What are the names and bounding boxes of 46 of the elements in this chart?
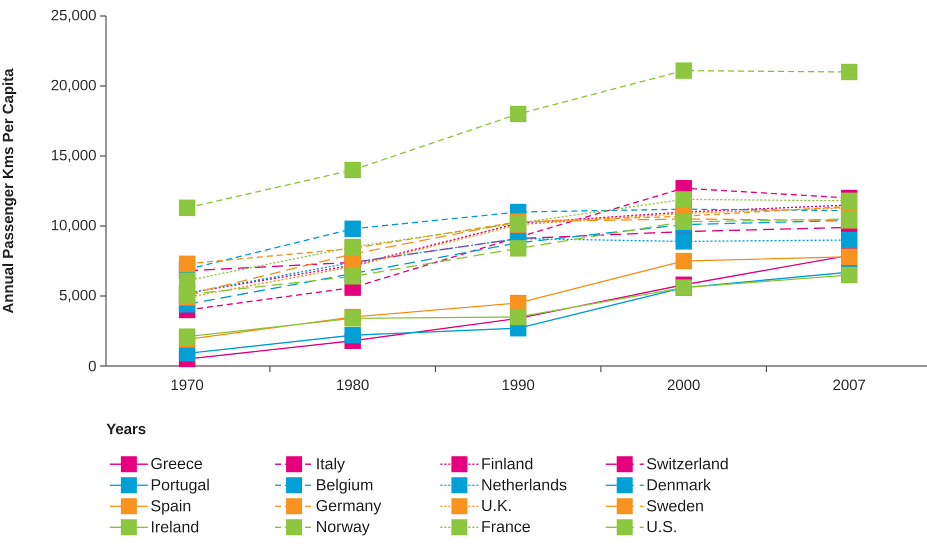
x-tick-label: 1980 (337, 380, 369, 390)
point (344, 327, 361, 344)
y-axis-title: Annual Passenger Kms Per Capita (2, 68, 16, 314)
legend-label: Belgium (317, 478, 372, 494)
point (344, 220, 361, 237)
legend-label: Portugal (152, 478, 209, 494)
point (510, 106, 526, 122)
y-tick-label: 10,000 (52, 220, 96, 232)
point (675, 62, 692, 79)
point (178, 328, 196, 345)
point (344, 162, 361, 178)
x-tick-label: 1990 (502, 380, 534, 390)
y-tick-label: 0 (88, 360, 96, 372)
legend-label: Ireland (152, 520, 198, 532)
legend-label: U.S. (648, 520, 676, 532)
legend-label: Greece (151, 458, 202, 470)
legend-label: Netherlands (482, 478, 566, 490)
legend-label: Finland (482, 458, 532, 470)
x-tick-label: 2000 (668, 380, 700, 390)
point (675, 252, 692, 270)
legend-label: Sweden (647, 500, 703, 512)
legend-label: Italy (317, 458, 345, 473)
x-tick-label: 1970 (172, 380, 204, 390)
x-tick-label: 2007 (833, 380, 866, 390)
legend-label: Denmark (648, 478, 712, 490)
point (841, 64, 858, 80)
x-axis-title: Years (106, 424, 146, 434)
point (178, 200, 196, 216)
y-tick-label: 20,000 (52, 80, 96, 92)
legend-label: Germany (316, 500, 382, 514)
point (675, 214, 692, 230)
point (344, 268, 361, 285)
point (178, 256, 196, 272)
point (841, 232, 858, 248)
point (675, 233, 692, 250)
y-tick-label: 15,000 (52, 150, 96, 162)
point (841, 266, 858, 284)
y-tick-label: 25,000 (52, 10, 96, 22)
point (675, 191, 692, 208)
legend-label: France (482, 521, 530, 532)
legend-label: Switzerland (647, 458, 728, 470)
legend-label: Norway (317, 521, 370, 536)
legend-label: Spain (151, 500, 190, 515)
y-tick-label: 5,000 (60, 290, 96, 302)
point (841, 192, 858, 209)
legend-label: U.K. (482, 500, 511, 512)
